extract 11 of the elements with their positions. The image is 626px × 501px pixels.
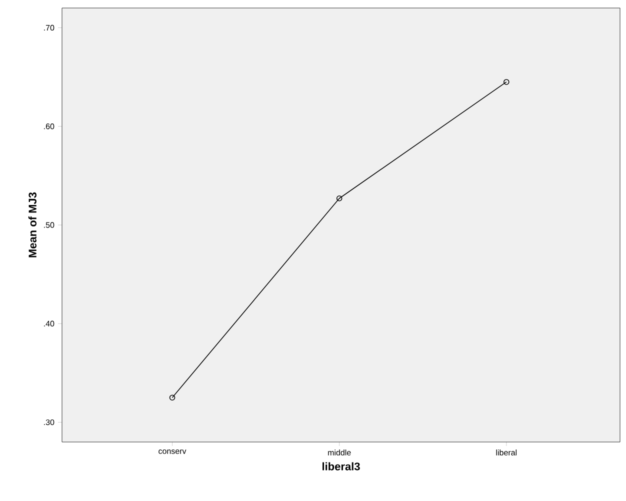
x-tick-label: conserv xyxy=(158,450,186,454)
y-tick-label: .50 xyxy=(44,222,54,228)
x-tick-label: middle xyxy=(328,450,351,456)
y-tick-label: .60 xyxy=(44,124,54,130)
y-axis-title: Mean of MJ3 xyxy=(28,192,36,258)
point xyxy=(336,195,342,202)
y-tick-label: .40 xyxy=(44,320,54,326)
y-tick-label: .30 xyxy=(44,419,54,426)
x-axis-title: liberal3 xyxy=(322,462,360,470)
y-tick-label: .70 xyxy=(44,24,54,31)
x-tick-label: liberal xyxy=(496,450,517,456)
